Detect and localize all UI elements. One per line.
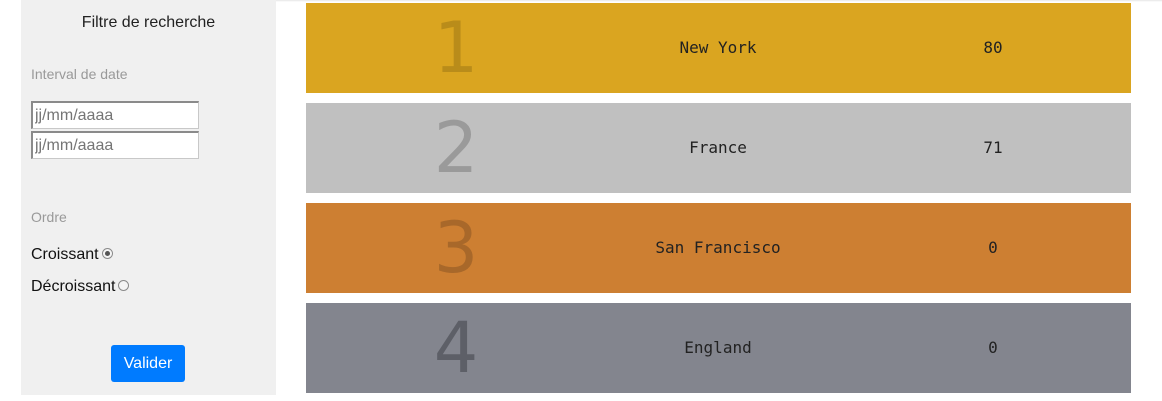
date-interval-label: Interval de date (31, 66, 128, 82)
rank-name: San Francisco (655, 238, 781, 257)
rank-value: 0 (988, 238, 998, 257)
ascending-radio[interactable] (101, 248, 113, 259)
order-option-descending-label: Décroissant (31, 278, 116, 295)
rank-number: 4 (433, 307, 479, 389)
rank-number: 3 (433, 207, 479, 289)
rank-value: 71 (983, 138, 1003, 157)
date-from-input[interactable] (31, 101, 199, 129)
rank-value: 0 (988, 338, 998, 357)
order-option-ascending[interactable]: Croissant (31, 246, 113, 264)
search-filter-panel: Filtre de recherche Interval de date Ord… (21, 0, 276, 395)
submit-button[interactable]: Valider (111, 345, 185, 382)
rank-value: 80 (983, 38, 1003, 57)
order-option-ascending-label: Croissant (31, 246, 99, 263)
rank-number: 2 (433, 107, 479, 189)
date-to-input[interactable] (31, 131, 199, 159)
rank-name: England (684, 338, 752, 357)
order-option-descending[interactable]: Décroissant (31, 278, 130, 296)
ranking-row-2: 2 France 71 (306, 103, 1131, 193)
ranking-row-1: 1 New York 80 (306, 3, 1131, 93)
ranking-row-3: 3 San Francisco 0 (306, 203, 1131, 293)
rank-name: France (689, 138, 747, 157)
top-shadow (276, 0, 1162, 2)
order-label: Ordre (31, 209, 67, 225)
ranking-row-4: 4 England 0 (306, 303, 1131, 393)
rank-number: 1 (433, 7, 479, 89)
rank-name: New York (679, 38, 757, 57)
filter-title: Filtre de recherche (81, 14, 216, 31)
descending-radio[interactable] (118, 280, 130, 291)
